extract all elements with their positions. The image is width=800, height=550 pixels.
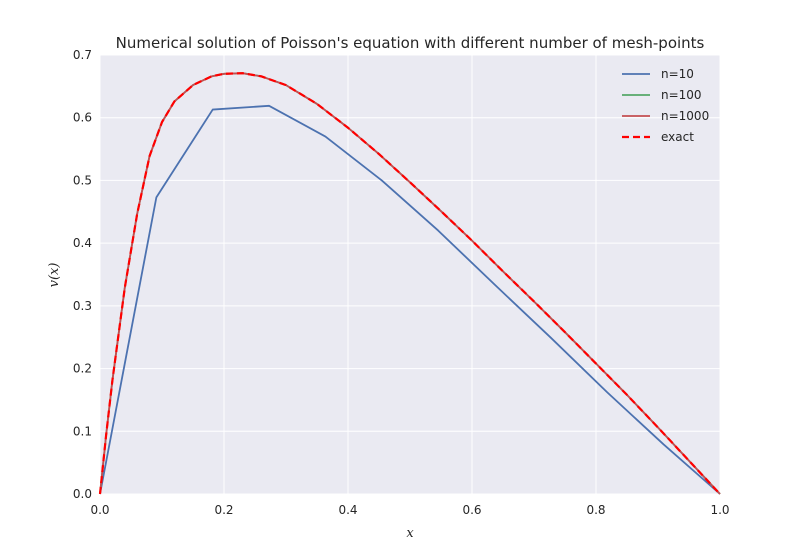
legend-label: n=10	[661, 67, 694, 81]
y-tick-label: 0.6	[73, 111, 92, 125]
x-tick-label: 0.2	[214, 503, 233, 517]
y-tick-label: 0.5	[73, 173, 92, 187]
plot-area	[100, 55, 720, 494]
y-tick-label: 0.2	[73, 362, 92, 376]
y-tick-label: 0.0	[73, 487, 92, 501]
y-tick-label: 0.1	[73, 424, 92, 438]
series-lines	[98, 72, 721, 495]
legend-label: n=100	[661, 88, 702, 102]
x-axis-label: x	[406, 526, 414, 541]
x-tick-labels: 0.0 0.2 0.4 0.6 0.8 1.0	[90, 503, 729, 517]
y-tick-labels: 0.0 0.1 0.2 0.3 0.4 0.5 0.6 0.7	[73, 48, 92, 501]
legend: n=10 n=100 n=1000 exact	[622, 67, 709, 144]
series-line-n-10	[99, 104, 721, 495]
chart-title: Numerical solution of Poisson's equation…	[116, 34, 705, 52]
x-tick-label: 0.4	[338, 503, 357, 517]
x-tick-label: 0.0	[90, 503, 109, 517]
x-tick-label: 0.6	[462, 503, 481, 517]
x-tick-label: 0.8	[586, 503, 605, 517]
legend-label: n=1000	[661, 109, 709, 123]
legend-label: exact	[661, 130, 694, 144]
y-tick-label: 0.3	[73, 299, 92, 313]
gridlines	[99, 54, 721, 495]
y-tick-label: 0.4	[73, 236, 92, 250]
y-axis-label: v(x)	[47, 263, 62, 288]
series-line-exact	[98, 72, 721, 495]
x-tick-label: 1.0	[710, 503, 729, 517]
y-tick-label: 0.7	[73, 48, 92, 62]
